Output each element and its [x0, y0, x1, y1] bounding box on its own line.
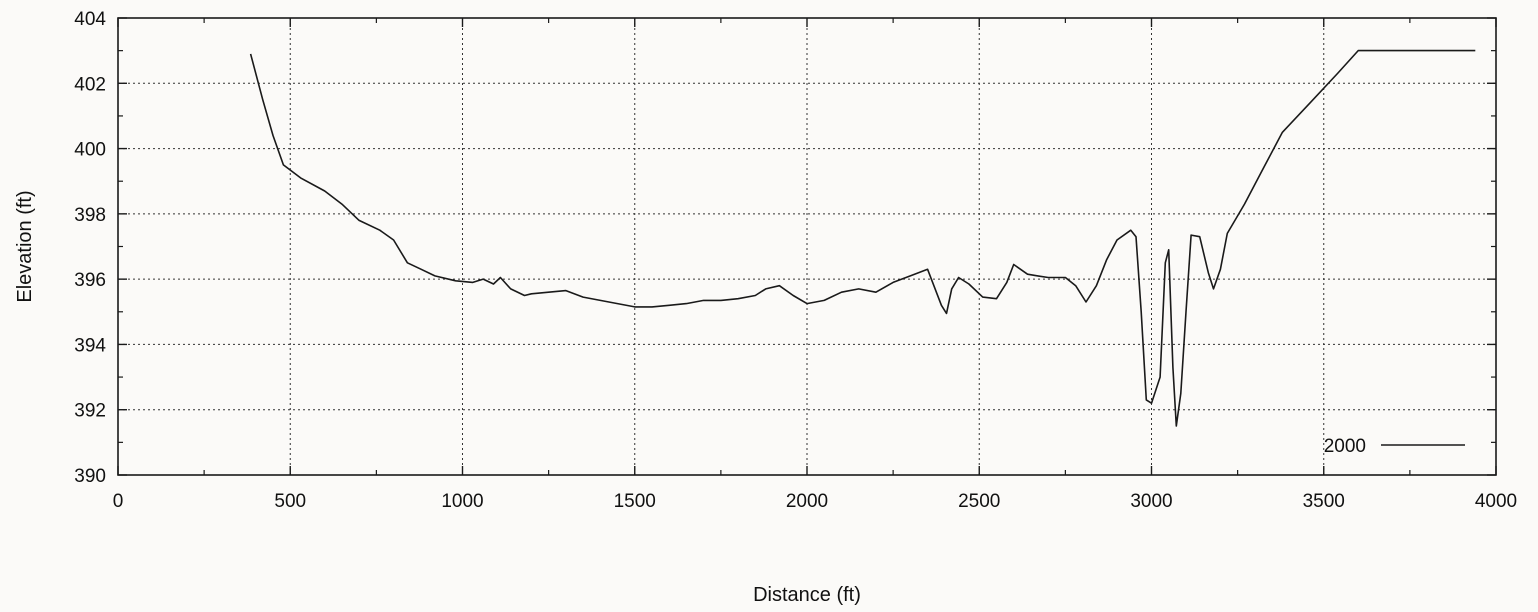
- x-tick-label: 4000: [1475, 491, 1517, 512]
- x-tick-label: 3500: [1303, 491, 1345, 512]
- x-tick-label: 2500: [958, 491, 1000, 512]
- tick-labels: 0 500 1000 1500 2000 2500 3000 3500 4000 390 392 39…: [74, 9, 1517, 512]
- y-axis-title: Elevation (ft): [14, 190, 36, 302]
- x-tick-label: 3000: [1130, 491, 1172, 512]
- x-axis-title: Distance (ft): [753, 584, 861, 606]
- y-tick-label: 404: [74, 9, 106, 30]
- y-tick-label: 390: [74, 466, 106, 487]
- x-tick-label: 0: [113, 491, 124, 512]
- x-tick-label: 1000: [441, 491, 483, 512]
- y-tick-label: 392: [74, 401, 106, 422]
- legend-label-2000: 2000: [1324, 436, 1366, 457]
- y-tick-label: 402: [74, 74, 106, 95]
- y-tick-label: 394: [74, 335, 106, 356]
- x-tick-label: 2000: [786, 491, 828, 512]
- tick-marks: [117, 17, 1497, 476]
- x-tick-label: 500: [274, 491, 306, 512]
- x-tick-label: 1500: [614, 491, 656, 512]
- y-tick-label: 400: [74, 140, 106, 161]
- y-tick-label: 396: [74, 270, 106, 291]
- y-tick-label: 398: [74, 205, 106, 226]
- legend: 2000: [1324, 436, 1465, 457]
- plot-frame: [117, 17, 1497, 476]
- grid-lines: [118, 18, 1496, 475]
- series-line-2000: [249, 49, 1476, 427]
